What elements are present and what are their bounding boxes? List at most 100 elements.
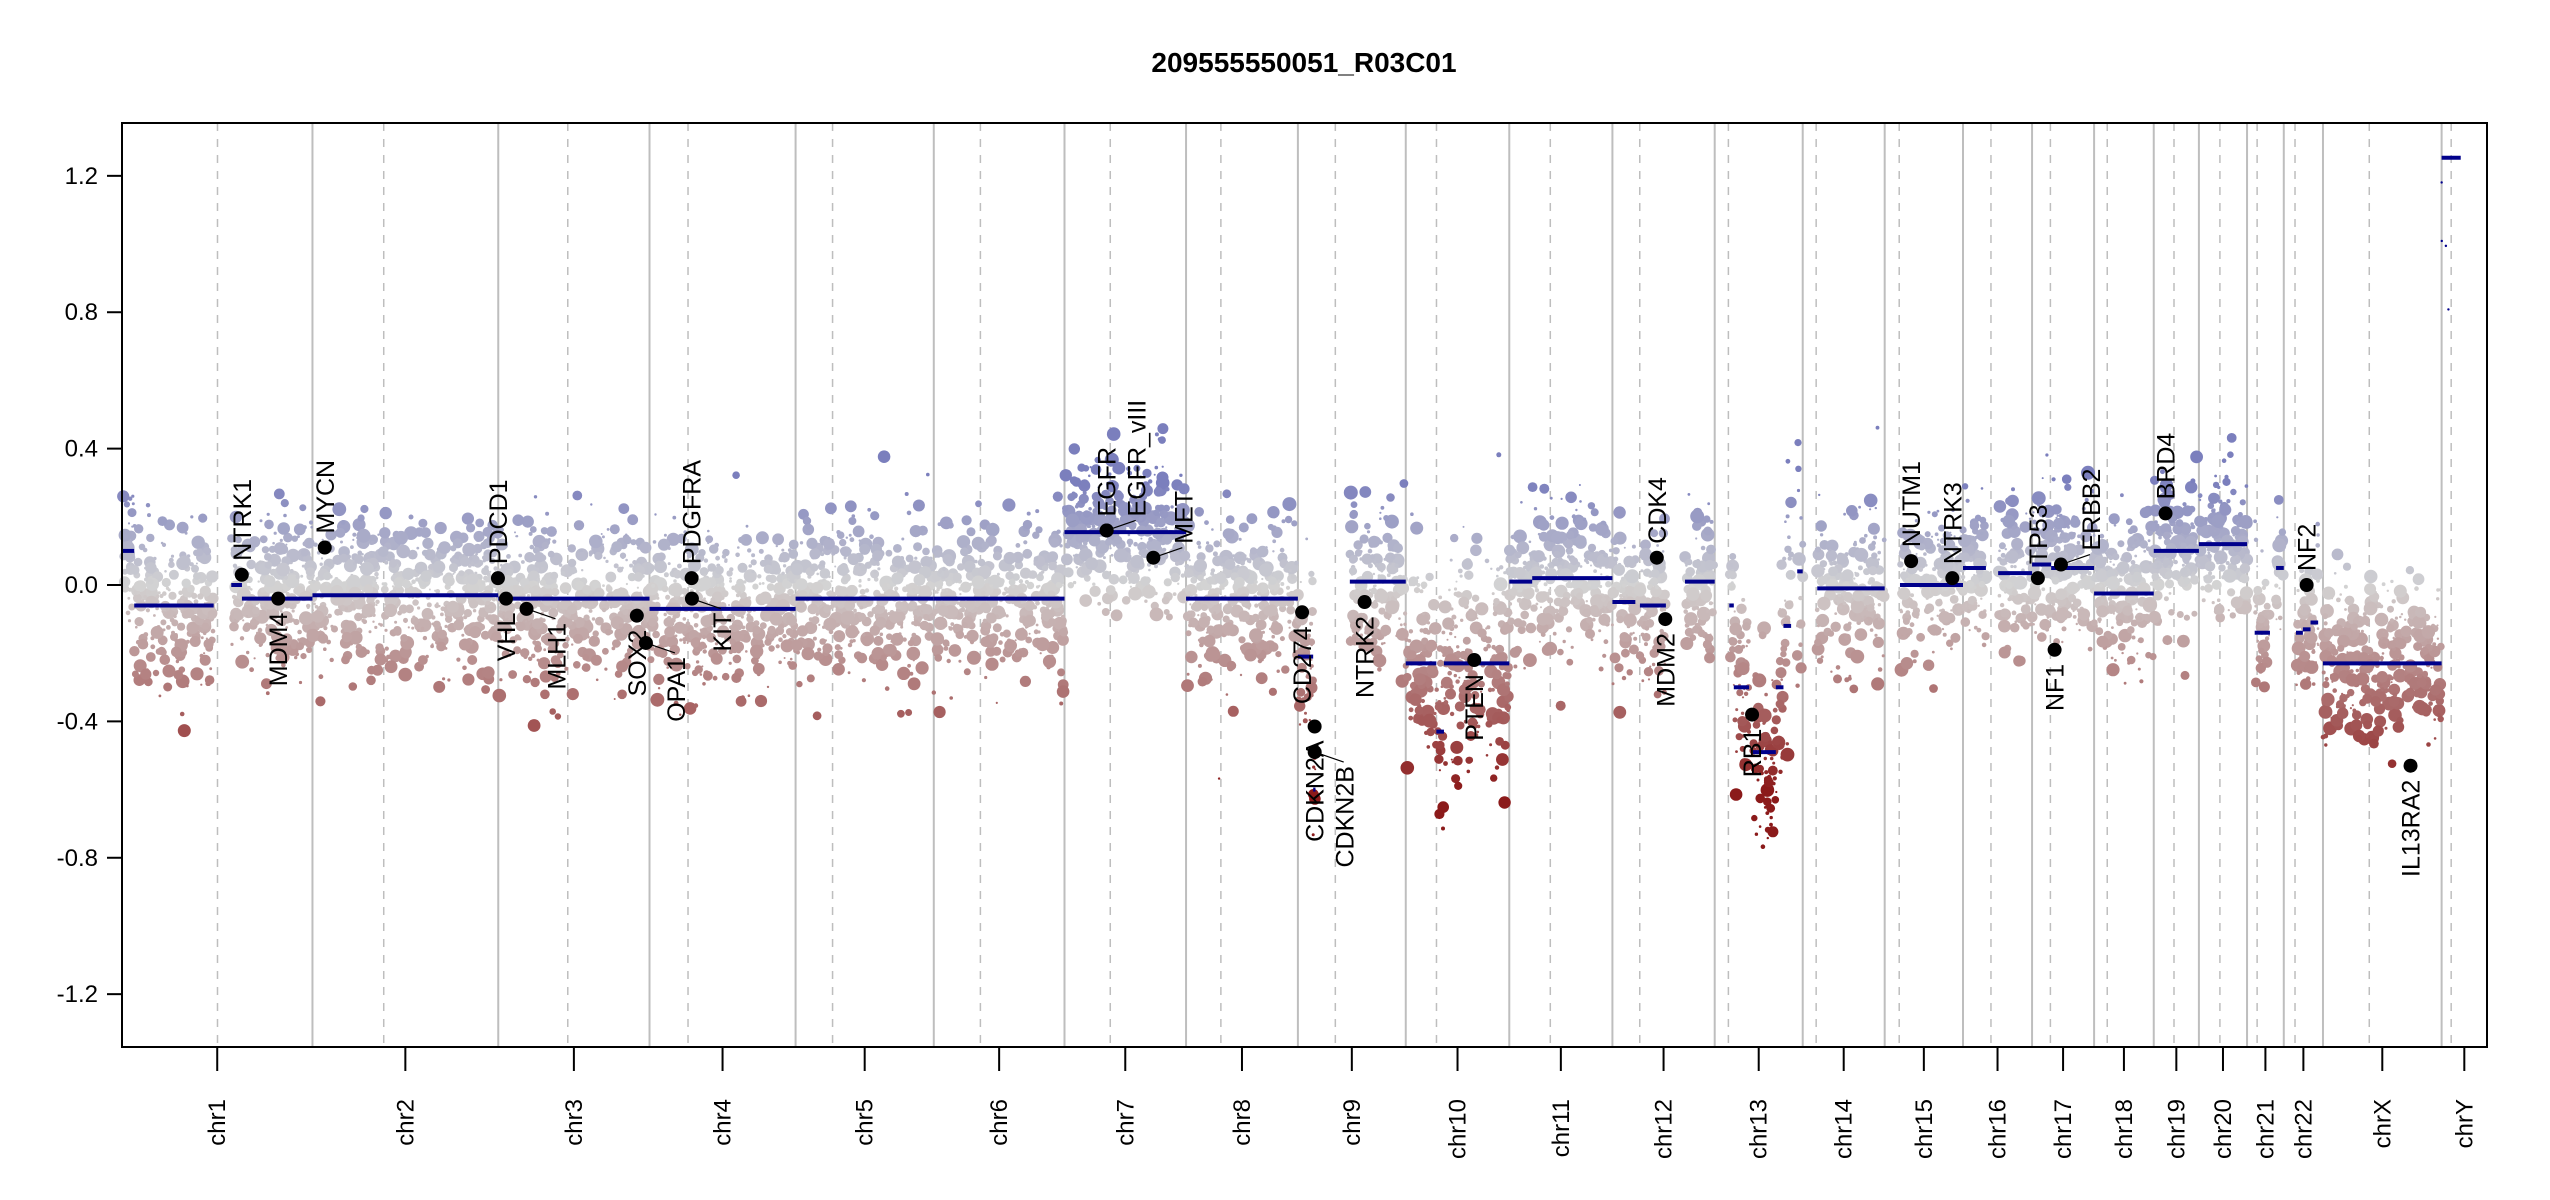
probe-point <box>520 648 530 658</box>
probe-point <box>943 645 949 651</box>
probe-point <box>1654 666 1664 676</box>
probe-point <box>1538 519 1550 531</box>
probe-point <box>1730 585 1735 589</box>
probe-point <box>1158 436 1166 444</box>
probe-point <box>1562 541 1568 546</box>
probe-point <box>1249 628 1263 642</box>
probe-point <box>956 535 971 549</box>
probe-point <box>1728 571 1737 580</box>
probe-point <box>682 617 687 621</box>
probe-point <box>1260 583 1269 591</box>
probe-point <box>1608 548 1613 553</box>
probe-point <box>1814 607 1820 613</box>
probe-point <box>1240 560 1245 566</box>
probe-point <box>1138 516 1144 521</box>
probe-point <box>781 548 785 552</box>
probe-point <box>629 563 634 568</box>
probe-point <box>1965 498 1970 503</box>
probe-point <box>1951 508 1955 512</box>
probe-point <box>1429 630 1433 633</box>
probe-point <box>859 543 871 555</box>
probe-point <box>1140 563 1143 567</box>
probe-point <box>858 579 862 583</box>
probe-point <box>323 647 327 651</box>
probe-point <box>601 535 605 539</box>
probe-point <box>166 587 170 591</box>
probe-point <box>398 667 413 682</box>
probe-point <box>1644 626 1650 631</box>
probe-point <box>859 588 866 595</box>
probe-point <box>1908 600 1918 610</box>
probe-point <box>572 490 583 501</box>
probe-point <box>1180 573 1186 578</box>
probe-point <box>1505 567 1515 576</box>
probe-point <box>611 575 615 579</box>
probe-point <box>1780 638 1790 648</box>
probe-point <box>280 635 292 647</box>
probe-point <box>1454 635 1457 639</box>
probe-point <box>842 658 846 662</box>
probe-point <box>384 628 388 632</box>
probe-point <box>1736 689 1744 697</box>
probe-point <box>952 623 961 632</box>
probe-point <box>1092 501 1096 505</box>
probe-point <box>663 612 667 617</box>
probe-point <box>594 551 603 561</box>
probe-point <box>1646 598 1651 603</box>
probe-point <box>1922 659 1935 671</box>
probe-point <box>1359 550 1363 553</box>
probe-point <box>1639 547 1652 561</box>
probe-point <box>1067 582 1075 589</box>
probe-point <box>875 659 878 662</box>
probe-point <box>396 544 411 559</box>
probe-point <box>1635 651 1645 660</box>
probe-point <box>404 620 407 624</box>
probe-point <box>1767 765 1778 776</box>
probe-point <box>1616 615 1624 624</box>
probe-point <box>289 603 293 607</box>
probe-point <box>384 646 389 651</box>
probe-point <box>729 577 732 580</box>
probe-point <box>1871 552 1878 559</box>
probe-point <box>462 542 476 557</box>
probe-point <box>1559 549 1565 554</box>
probe-point <box>534 552 545 563</box>
probe-point <box>1422 713 1437 728</box>
probe-point <box>796 680 803 688</box>
probe-point <box>992 551 1002 561</box>
probe-point <box>450 545 457 552</box>
probe-point <box>1071 477 1082 487</box>
probe-point <box>340 520 346 525</box>
probe-point <box>1185 650 1198 664</box>
probe-point <box>1003 551 1016 565</box>
probe-point <box>1585 628 1595 639</box>
probe-point <box>1197 676 1208 687</box>
probe-point <box>1004 639 1017 652</box>
probe-point <box>980 636 991 648</box>
probe-point <box>1764 692 1768 697</box>
probe-point <box>1023 540 1028 545</box>
probe-point <box>1819 560 1828 568</box>
probe-point <box>1847 676 1852 681</box>
probe-point <box>1285 585 1291 590</box>
probe-point <box>1864 618 1869 622</box>
probe-point <box>1161 465 1164 468</box>
probe-point <box>378 622 381 626</box>
probe-point <box>839 586 849 596</box>
probe-point <box>1284 515 1293 524</box>
probe-point <box>135 639 141 645</box>
probe-point <box>1579 565 1583 568</box>
probe-point <box>252 606 260 615</box>
probe-point <box>974 559 978 564</box>
probe-point <box>1484 558 1490 564</box>
probe-point <box>1590 638 1594 642</box>
probe-point <box>865 601 870 606</box>
probe-point <box>726 570 733 577</box>
probe-point <box>302 541 308 547</box>
probe-point <box>422 537 434 550</box>
probe-point <box>1642 632 1651 642</box>
probe-point <box>1238 522 1249 533</box>
probe-point <box>1692 559 1701 569</box>
probe-point <box>1934 532 1939 537</box>
probe-point <box>657 687 661 690</box>
